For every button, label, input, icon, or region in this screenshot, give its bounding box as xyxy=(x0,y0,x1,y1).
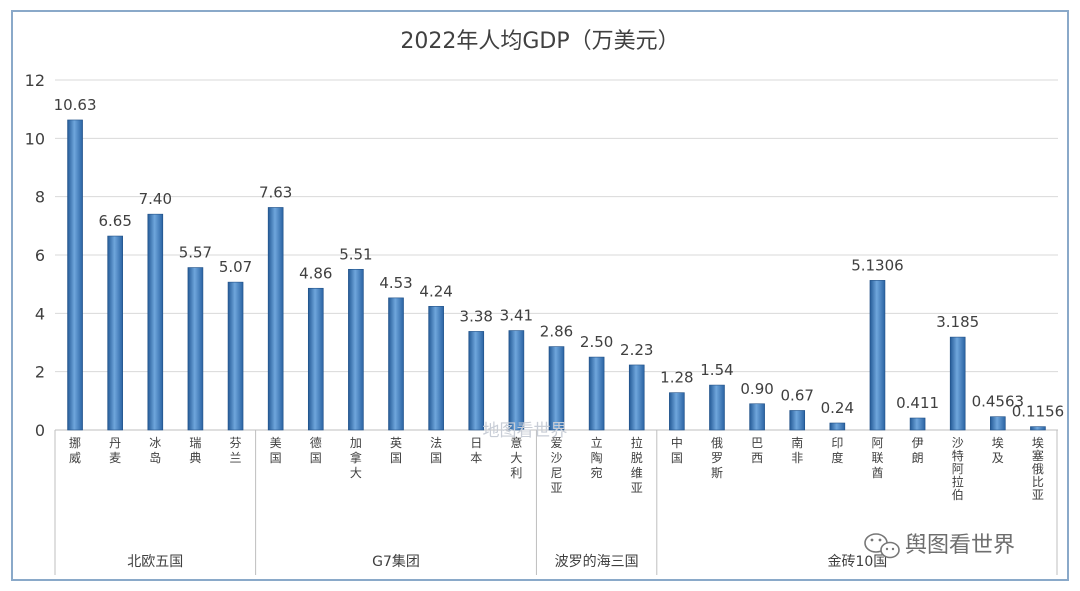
bar xyxy=(468,331,485,431)
category-label: 意大利 xyxy=(510,435,522,480)
category-label: 阿联酋 xyxy=(871,436,883,480)
bar xyxy=(628,364,645,431)
bar xyxy=(869,280,886,431)
category-label: 伊朗 xyxy=(912,436,924,465)
bar xyxy=(789,410,806,431)
category-label: 印度 xyxy=(831,436,843,465)
data-label: 5.57 xyxy=(179,244,212,262)
data-label: 0.24 xyxy=(821,399,854,417)
bar xyxy=(949,336,966,431)
data-label: 4.53 xyxy=(379,274,412,292)
bar xyxy=(107,235,123,431)
y-tick-label: 10 xyxy=(25,129,45,148)
bar xyxy=(267,207,284,431)
group-label: G7集团 xyxy=(372,553,420,570)
data-label: 4.24 xyxy=(419,282,452,300)
data-label: 5.1306 xyxy=(851,256,904,274)
data-label: 5.51 xyxy=(339,245,372,263)
watermark-text: 地图看世界 xyxy=(483,421,568,441)
category-label: 丹麦 xyxy=(109,436,121,465)
bar xyxy=(348,268,364,431)
bar xyxy=(909,417,926,431)
bar xyxy=(227,281,244,431)
bar xyxy=(147,213,164,431)
data-label: 3.38 xyxy=(460,307,493,325)
bar xyxy=(709,384,725,431)
data-label: 0.1156 xyxy=(1012,403,1065,421)
group-label: 波罗的海三国 xyxy=(555,554,639,570)
data-label: 0.4563 xyxy=(972,393,1025,411)
bar xyxy=(829,422,846,431)
data-label: 0.67 xyxy=(781,386,814,404)
data-label: 3.185 xyxy=(936,313,979,331)
data-label: 1.28 xyxy=(660,369,693,387)
bar xyxy=(1030,426,1046,431)
y-axis: 0 2 4 6 8 10 12 xyxy=(25,71,45,440)
category-label: 冰岛 xyxy=(149,436,161,465)
category-label: 德国 xyxy=(310,435,322,465)
bar xyxy=(388,297,404,431)
bar xyxy=(428,306,444,431)
data-label: 1.54 xyxy=(700,361,733,379)
category-label: 瑞典 xyxy=(189,436,201,465)
category-label: 埃塞俄比亚 xyxy=(1032,436,1044,502)
y-tick-label: 2 xyxy=(35,363,45,382)
data-label: 0.90 xyxy=(740,380,773,398)
data-label: 6.65 xyxy=(98,212,131,230)
bar xyxy=(508,330,525,431)
category-label: 沙特阿拉伯 xyxy=(952,436,964,502)
bars xyxy=(67,119,1046,431)
category-label: 美国 xyxy=(270,436,282,465)
bar xyxy=(990,416,1006,431)
group-label: 北欧五国 xyxy=(127,554,183,570)
category-label: 爱沙尼亚 xyxy=(550,436,562,495)
data-label: 0.411 xyxy=(896,394,939,412)
bar xyxy=(588,356,605,431)
group-labels: 北欧五国 G7集团 波罗的海三国 金砖10国 xyxy=(54,430,1058,575)
y-tick-label: 4 xyxy=(35,304,45,323)
category-label: 芬兰 xyxy=(230,436,242,465)
data-label: 4.86 xyxy=(299,264,332,282)
category-label: 南非 xyxy=(791,435,803,465)
category-label: 挪威 xyxy=(69,436,81,465)
category-label: 拉脱维亚 xyxy=(631,435,643,495)
category-label: 日本 xyxy=(470,436,482,465)
y-tick-label: 0 xyxy=(35,421,45,440)
data-label: 2.50 xyxy=(580,333,613,351)
data-label: 2.23 xyxy=(620,341,653,359)
category-label: 英国 xyxy=(390,436,402,465)
bar xyxy=(669,392,685,431)
group-label: 金砖10国 xyxy=(827,554,887,570)
category-label: 加拿大 xyxy=(350,436,362,480)
bar xyxy=(67,119,83,431)
bar xyxy=(187,267,204,431)
category-label: 俄罗斯 xyxy=(711,436,723,480)
data-label: 7.40 xyxy=(139,190,172,208)
category-label: 中国 xyxy=(671,435,683,465)
wechat-account: 舆图看世界 xyxy=(905,533,1015,558)
chart-frame xyxy=(11,10,1069,581)
data-label: 7.63 xyxy=(259,183,292,201)
y-tick-label: 6 xyxy=(35,246,45,265)
data-label: 5.07 xyxy=(219,258,252,276)
category-label: 巴西 xyxy=(751,436,763,465)
bar xyxy=(548,346,565,431)
chart-title: 2022年人均GDP（万美元） xyxy=(400,29,679,54)
data-label: 3.41 xyxy=(500,307,533,325)
bar xyxy=(307,287,324,431)
wechat-icon xyxy=(864,533,900,559)
bar xyxy=(749,403,765,431)
y-tick-label: 12 xyxy=(25,71,45,90)
category-label: 埃及 xyxy=(992,436,1004,465)
y-tick-label: 8 xyxy=(35,188,45,207)
data-label: 10.63 xyxy=(54,96,97,114)
data-label: 2.86 xyxy=(540,323,573,341)
data-labels: 10.63 6.65 7.40 5.57 5.07 7.63 4.86 5.51 4.53 4.2… xyxy=(54,96,1065,421)
category-label: 立陶宛 xyxy=(591,435,603,480)
category-label: 法国 xyxy=(430,436,442,465)
